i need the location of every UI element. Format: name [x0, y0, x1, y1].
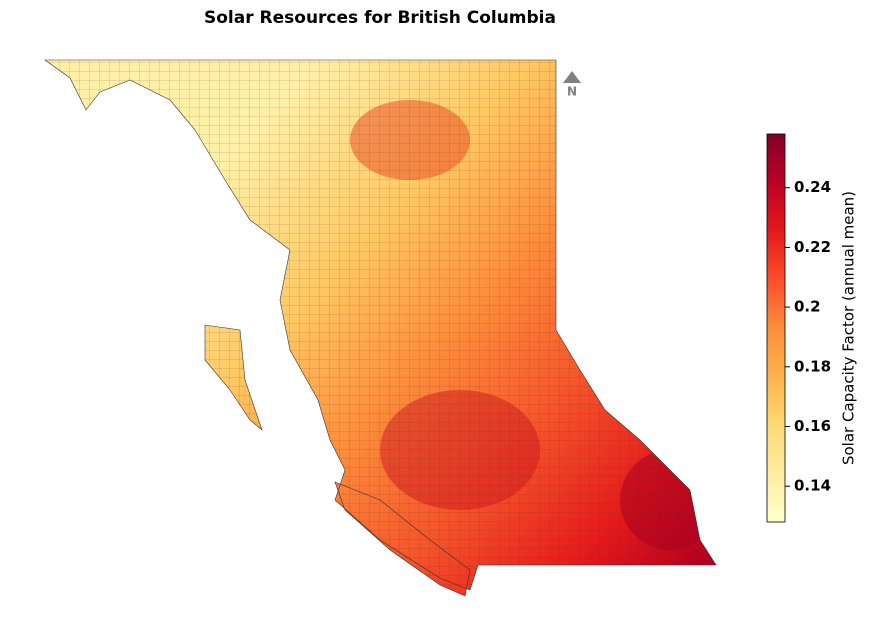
colorbar-ramp — [766, 133, 786, 523]
colorbar-tick-label: 0.18 — [794, 357, 831, 375]
colorbar-tick-label: 0.24 — [794, 178, 831, 196]
colorbar-label: Solar Capacity Factor (annual mean) — [840, 191, 858, 465]
north-label: N — [567, 85, 577, 99]
colorbar-tick-label: 0.22 — [794, 238, 831, 256]
map-title: Solar Resources for British Columbia — [204, 8, 556, 28]
colorbar-tick-label: 0.16 — [794, 417, 831, 435]
colorbar: 0.14 0.16 0.18 0.2 0.22 0.24 — [766, 133, 831, 523]
colorbar-tick-label: 0.14 — [794, 477, 831, 495]
province-map — [44, 59, 717, 597]
north-arrow: N — [563, 71, 581, 99]
colorbar-tick-label: 0.2 — [794, 298, 821, 316]
